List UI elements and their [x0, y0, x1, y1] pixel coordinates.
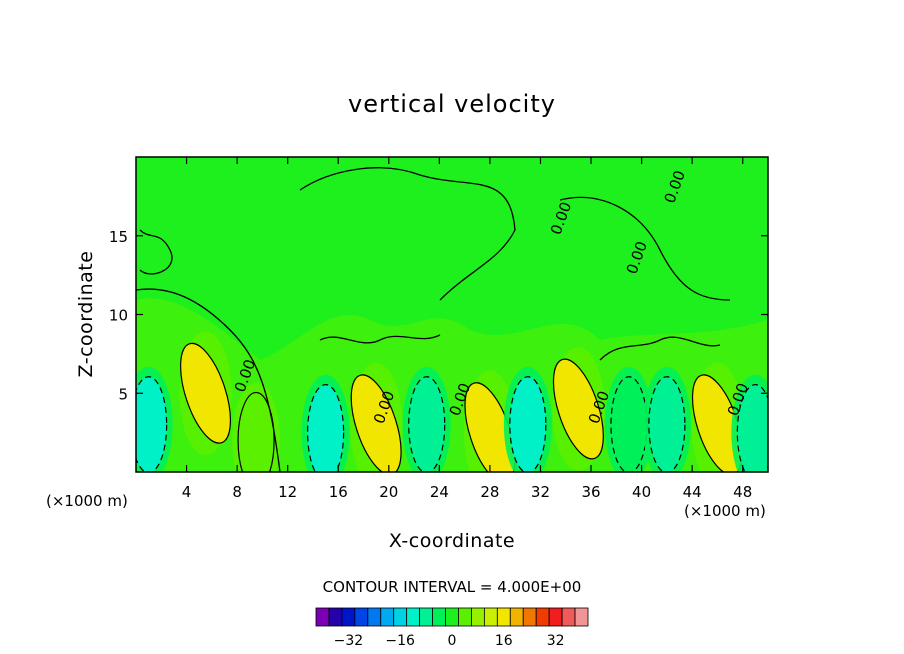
colorbar-swatch [380, 607, 395, 627]
colorbar-swatch [432, 607, 446, 627]
cell-core-0 [136, 376, 168, 472]
colorbar: −32 −16 0 16 32 [315, 607, 589, 649]
x-tick-label: 4 [182, 483, 192, 501]
contour-lines [136, 167, 731, 472]
x-tick-label: 36 [581, 483, 600, 501]
x-unit-label-left: (×1000 m) [46, 492, 128, 510]
y-axis-ticks: 5 10 15 [109, 228, 768, 403]
cell-core-7 [509, 376, 547, 472]
x-tick-label: 28 [480, 483, 499, 501]
colorbar-swatch [315, 607, 330, 627]
colorbar-tick-label: −16 [385, 633, 415, 649]
cell-core-3 [307, 384, 345, 472]
colorbar-tick-label: 16 [495, 633, 513, 649]
cell-core-10 [648, 376, 686, 472]
colorbar-swatch [496, 607, 511, 627]
colorbar-swatch [535, 607, 550, 627]
colorbar-swatch [522, 607, 537, 627]
colorbar-swatch [574, 607, 589, 627]
contour-interval-text: CONTOUR INTERVAL = 4.000E+00 [323, 578, 582, 596]
colorbar-swatch [561, 607, 576, 627]
colorbar-swatch [393, 607, 408, 627]
y-tick-label: 15 [109, 228, 128, 246]
cell-core-8 [552, 358, 604, 460]
x-tick-label: 44 [683, 483, 702, 501]
x-tick-label: 12 [278, 483, 297, 501]
x-tick-label: 20 [379, 483, 398, 501]
colorbar-swatch [328, 607, 343, 627]
x-tick-label: 16 [329, 483, 348, 501]
cell-core-2 [237, 391, 275, 472]
x-tick-label: 32 [531, 483, 550, 501]
colorbar-swatch [445, 607, 459, 627]
chart-title: vertical velocity [348, 90, 556, 118]
y-axis-title: Z-coordinate [75, 251, 97, 378]
anomaly-cells: 0.000.000.00 0.000.000.00 0.000.00 [136, 168, 768, 472]
colorbar-swatch [509, 607, 524, 627]
colorbar-swatch [354, 607, 369, 627]
cell-core-1 [180, 342, 232, 444]
colorbar-tick-label: 0 [448, 633, 457, 649]
colorbar-swatch [406, 607, 421, 627]
cell-core-4 [350, 374, 402, 472]
cell-core-9 [610, 376, 648, 472]
x-tick-label: 40 [632, 483, 651, 501]
x-axis-ticks: 4 8 12 16 20 24 28 32 36 40 44 48 [182, 157, 752, 501]
colorbar-swatch [471, 607, 485, 627]
colorbar-tick-label: 32 [547, 633, 565, 649]
cell-core-5 [408, 376, 446, 472]
colorbar-swatch [367, 607, 382, 627]
colorbar-swatch [483, 607, 498, 627]
y-tick-label: 10 [109, 307, 128, 325]
colorbar-tick-label: −32 [334, 633, 364, 649]
x-tick-label: 24 [430, 483, 449, 501]
cell-core-12 [736, 384, 768, 472]
y-tick-label: 5 [118, 385, 128, 403]
colorbar-swatch [548, 607, 563, 627]
plot-area: 0.000.000.00 0.000.000.00 0.000.00 [136, 157, 768, 472]
x-tick-label: 8 [232, 483, 242, 501]
colorbar-swatch [419, 607, 433, 627]
x-unit-label-right: (×1000 m) [684, 502, 766, 520]
x-tick-label: 48 [733, 483, 752, 501]
x-axis-title: X-coordinate [389, 530, 515, 552]
colorbar-swatch [341, 607, 356, 627]
colorbar-swatch [458, 607, 472, 627]
